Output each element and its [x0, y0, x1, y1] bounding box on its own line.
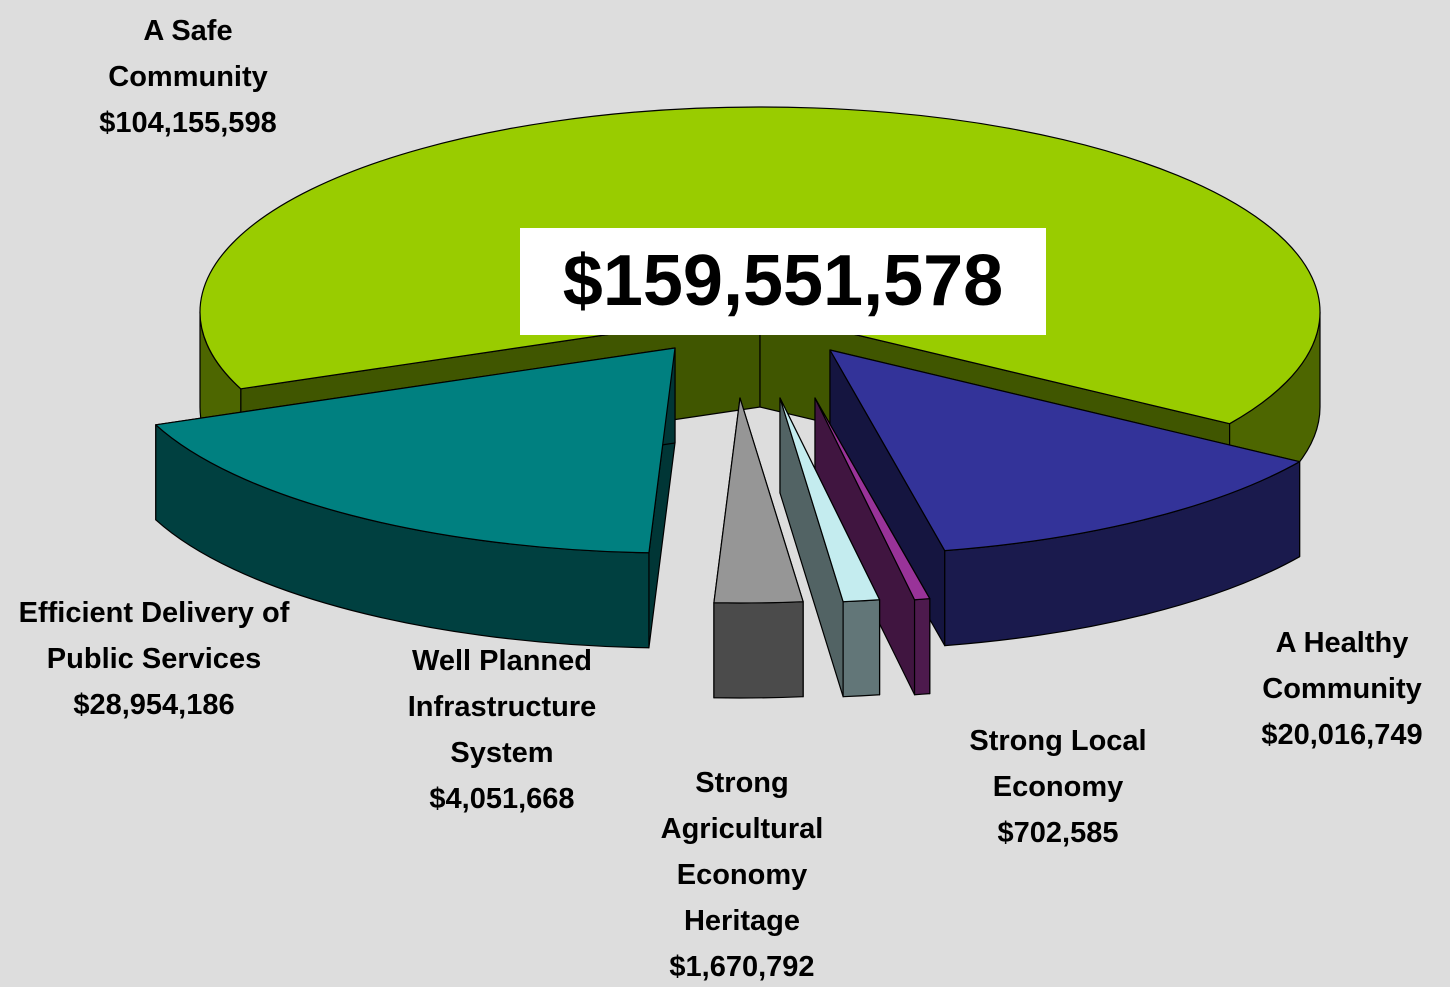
- slice-top: [779, 397, 881, 603]
- slice-name: Well Planned Infrastructure System: [407, 645, 597, 769]
- pie-slice: [713, 397, 804, 699]
- slice-label: Strong Agricultural Economy Heritage $1,6…: [632, 760, 852, 987]
- slice-label: Well Planned Infrastructure System $4,051…: [377, 638, 627, 822]
- slice-side: [713, 601, 804, 699]
- slice-top: [713, 397, 804, 604]
- slice-label: A Healthy Community $20,016,749: [1232, 620, 1450, 758]
- slice-top: [155, 347, 676, 554]
- slice-value: $1,670,792: [669, 951, 815, 983]
- slice-value: $4,051,668: [429, 783, 575, 815]
- pie-slice: [155, 347, 676, 649]
- slice-name: A Safe Community: [108, 15, 268, 93]
- pie-slice: [814, 397, 931, 696]
- slice-value: $20,016,749: [1261, 719, 1423, 751]
- pie-slice: [779, 397, 881, 698]
- slice-value: $28,954,186: [73, 689, 235, 721]
- slice-top: [814, 397, 931, 601]
- slice-label: A Safe Community $104,155,598: [68, 8, 308, 146]
- slice-top: [829, 349, 1301, 552]
- slice-name: Strong Agricultural Economy Heritage: [660, 767, 824, 937]
- total-label: $159,551,578: [520, 228, 1046, 335]
- slice-value: $104,155,598: [99, 107, 277, 139]
- pie-slice: [829, 349, 1301, 647]
- slice-side: [913, 598, 931, 696]
- slice-value: $702,585: [997, 817, 1119, 849]
- slice-label: Efficient Delivery of Public Services $28…: [4, 590, 304, 728]
- slice-name: Strong Local Economy: [969, 725, 1147, 803]
- slice-label: Strong Local Economy $702,585: [938, 718, 1178, 856]
- slice-name: Efficient Delivery of Public Services: [18, 597, 290, 675]
- slice-side: [842, 599, 881, 698]
- slice-name: A Healthy Community: [1262, 627, 1422, 705]
